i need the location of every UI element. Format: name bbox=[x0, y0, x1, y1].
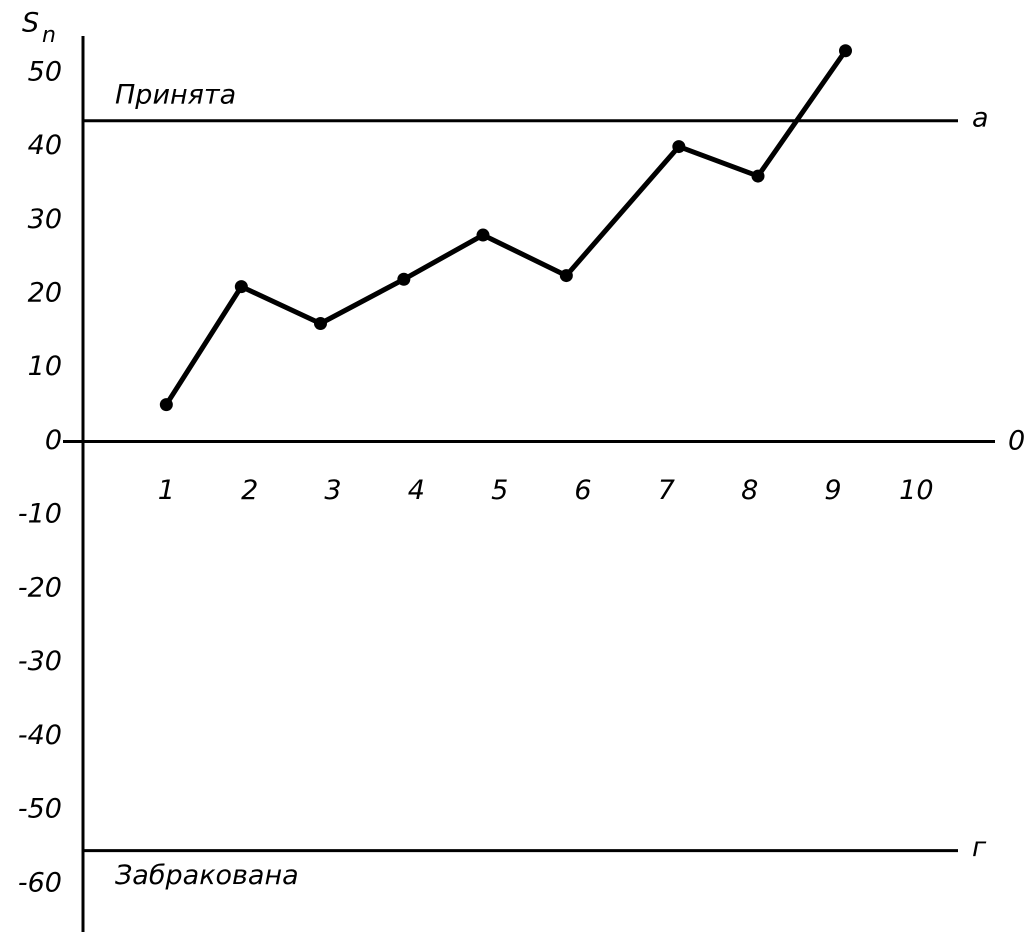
data-point bbox=[559, 269, 573, 283]
y-tick-label: 40 bbox=[28, 130, 62, 161]
reference-marker: г bbox=[972, 832, 987, 863]
y-axis-label-subscript: n bbox=[42, 23, 56, 48]
y-tick-label: 10 bbox=[28, 351, 62, 382]
y-tick-label: -60 bbox=[18, 867, 62, 898]
data-point bbox=[314, 317, 327, 331]
data-point bbox=[751, 169, 765, 183]
data-point bbox=[397, 272, 411, 286]
x-tick-label: 6 bbox=[574, 475, 591, 506]
y-tick-label: 30 bbox=[28, 204, 62, 235]
x-tick-label: 3 bbox=[324, 475, 341, 506]
y-axis-label: S bbox=[22, 8, 39, 39]
data-point bbox=[159, 398, 173, 412]
x-tick-label: 1 bbox=[158, 475, 175, 506]
x-tick-label: 7 bbox=[658, 475, 675, 506]
y-tick-label: -40 bbox=[18, 720, 62, 751]
x-tick-label: 10 bbox=[899, 475, 933, 506]
reference-marker: а bbox=[972, 102, 989, 133]
y-tick-label: 0 bbox=[45, 425, 62, 456]
data-point bbox=[234, 280, 248, 294]
data-point bbox=[672, 140, 686, 154]
y-tick-label: -50 bbox=[18, 794, 62, 825]
x-tick-label: 8 bbox=[741, 475, 758, 506]
y-tick-label: -10 bbox=[18, 499, 62, 530]
data-line bbox=[164, 49, 848, 406]
x-tick-label: 4 bbox=[408, 475, 425, 506]
y-tick-label: -20 bbox=[18, 572, 62, 603]
x-tick-label: 2 bbox=[241, 475, 258, 506]
y-tick-label: 20 bbox=[28, 278, 62, 309]
x-tick-label: 5 bbox=[491, 475, 508, 506]
y-tick-label: -30 bbox=[18, 646, 62, 677]
y-tick-label: 50 bbox=[28, 56, 62, 87]
reference-label: Забракована bbox=[115, 860, 299, 891]
x-tick-label: 9 bbox=[824, 475, 841, 506]
reference-label: Принята bbox=[115, 79, 236, 110]
data-point bbox=[839, 44, 852, 58]
data-point bbox=[476, 228, 490, 242]
x-axis-end-label: 0 bbox=[1008, 426, 1025, 457]
